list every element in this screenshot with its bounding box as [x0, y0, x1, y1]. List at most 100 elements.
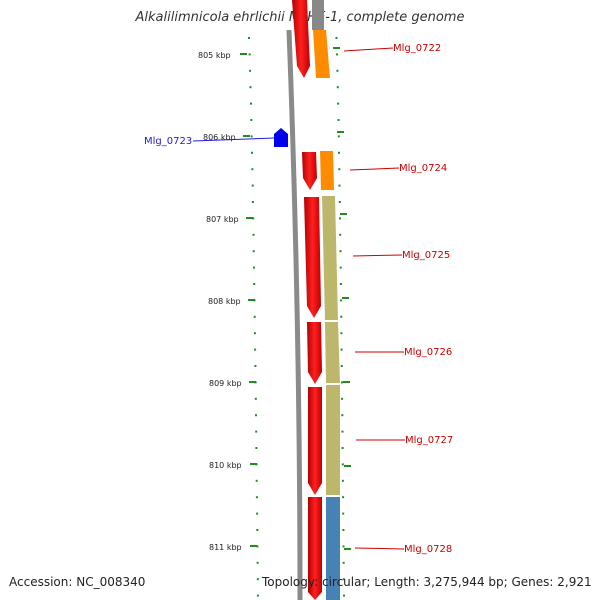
gene-label-mlg0722[interactable]: Mlg_0722	[393, 43, 441, 54]
minor-tick	[256, 545, 259, 548]
gene-feature-mlg0728[interactable]	[308, 497, 322, 600]
gene-feature-mlg0725[interactable]	[304, 197, 321, 318]
minor-tick	[251, 184, 254, 187]
minor-tick	[341, 479, 344, 482]
minor-tick	[255, 447, 258, 449]
tick-label: 805 kbp	[198, 51, 231, 60]
minor-tick	[339, 217, 341, 220]
gene-features	[292, 0, 322, 600]
minor-tick	[250, 119, 253, 121]
minor-tick	[256, 561, 259, 564]
cds-mlg0722[interactable]	[313, 30, 330, 78]
minor-tick	[253, 315, 256, 318]
cds-mlg0725[interactable]	[322, 196, 338, 320]
minor-tick	[339, 250, 342, 253]
minor-tick	[336, 53, 338, 56]
tick-808	[248, 299, 255, 301]
minor-tick	[252, 233, 255, 236]
minor-tick	[256, 529, 259, 531]
minor-tick	[341, 397, 344, 400]
minor-tick	[341, 430, 344, 433]
cds-mlg0728[interactable]	[326, 497, 340, 600]
topology-text: Topology: circular; Length: 3,275,944 bp…	[262, 575, 592, 589]
minor-tick	[338, 184, 341, 187]
minor-tick	[252, 250, 255, 253]
gene-label-mlg0724[interactable]: Mlg_0724	[399, 163, 447, 174]
tick-label: 807 kbp	[206, 215, 239, 224]
gene-feature-mlg0726[interactable]	[307, 322, 322, 384]
tick-811	[250, 545, 257, 547]
gene-feature-mlg0724[interactable]	[302, 152, 317, 190]
minor-tick	[251, 201, 254, 203]
minor-tick	[341, 447, 344, 449]
minor-tick	[338, 168, 341, 171]
gene-label-mlg0727[interactable]: Mlg_0727	[405, 435, 453, 446]
tick-810	[250, 463, 257, 465]
minor-tick	[343, 594, 345, 597]
minor-tick	[248, 53, 251, 56]
cds-mlg0727[interactable]	[326, 385, 340, 495]
minor-tick	[250, 102, 252, 105]
gene-labels: Mlg_0722 Mlg_0723 Mlg_0724 Mlg_0725 Mlg_…	[144, 43, 453, 555]
minor-tick	[251, 168, 254, 171]
minor-tick	[256, 512, 259, 515]
gene-label-mlg0723[interactable]: Mlg_0723	[144, 136, 192, 147]
minor-tick	[255, 430, 258, 433]
minor-tick	[254, 397, 257, 400]
minor-tick	[342, 529, 345, 531]
gene-feature-mlg0727[interactable]	[308, 387, 322, 495]
tick-806	[243, 135, 250, 137]
minor-tick	[335, 37, 338, 39]
cds-mlg0726[interactable]	[325, 322, 340, 383]
tick-labels: 805 kbp 806 kbp 807 kbp 808 kbp 809 kbp …	[198, 51, 242, 552]
gene-feature-mlg0723[interactable]	[274, 128, 288, 147]
gene-label-mlg0726[interactable]: Mlg_0726	[404, 347, 452, 358]
cds-lane-cap	[312, 0, 324, 30]
gene-label-mlg0728[interactable]: Mlg_0728	[404, 544, 452, 555]
gene-label-mlg0725[interactable]: Mlg_0725	[402, 250, 450, 261]
minor-tick	[340, 365, 343, 367]
minor-tick	[255, 496, 258, 499]
minor-tick	[337, 135, 340, 138]
minor-tick	[342, 578, 345, 581]
minor-tick	[254, 365, 257, 367]
minor-tick	[253, 266, 255, 269]
minor-tick	[342, 561, 345, 564]
minor-tick	[340, 299, 343, 302]
right-ticks	[333, 47, 351, 550]
minor-tick	[340, 332, 343, 335]
cds-mlg0724[interactable]	[320, 151, 334, 190]
minor-tick	[254, 348, 257, 351]
minor-tick	[336, 69, 339, 72]
tick-label: 806 kbp	[203, 133, 236, 142]
accession-text: Accession: NC_008340	[9, 575, 146, 589]
minor-tick	[253, 332, 256, 335]
minor-tick	[337, 102, 340, 105]
minor-tick	[340, 315, 343, 318]
tick-809	[249, 381, 256, 383]
minor-tick	[341, 463, 344, 466]
minor-tick	[338, 151, 340, 154]
minor-tick	[336, 86, 339, 89]
minor-tick	[251, 151, 253, 154]
major-ticks	[240, 53, 257, 547]
minor-tick	[339, 233, 342, 236]
tick-label: 810 kbp	[209, 461, 242, 470]
minor-tick	[338, 201, 341, 203]
cds-features	[313, 30, 340, 600]
genome-backbone	[286, 29, 303, 600]
tick-807	[246, 217, 253, 219]
tick-label: 808 kbp	[208, 297, 241, 306]
minor-tick	[337, 119, 340, 121]
gene-feature-mlg0722[interactable]	[292, 0, 310, 78]
minor-tick	[255, 414, 257, 417]
minor-tick	[248, 37, 250, 39]
minor-tick	[256, 594, 259, 597]
label-leaders	[192, 47, 405, 550]
minor-tick	[341, 381, 343, 384]
minor-tick	[252, 217, 255, 220]
minor-tick	[255, 479, 258, 482]
minor-tick	[256, 578, 259, 581]
tick-label: 811 kbp	[209, 543, 242, 552]
